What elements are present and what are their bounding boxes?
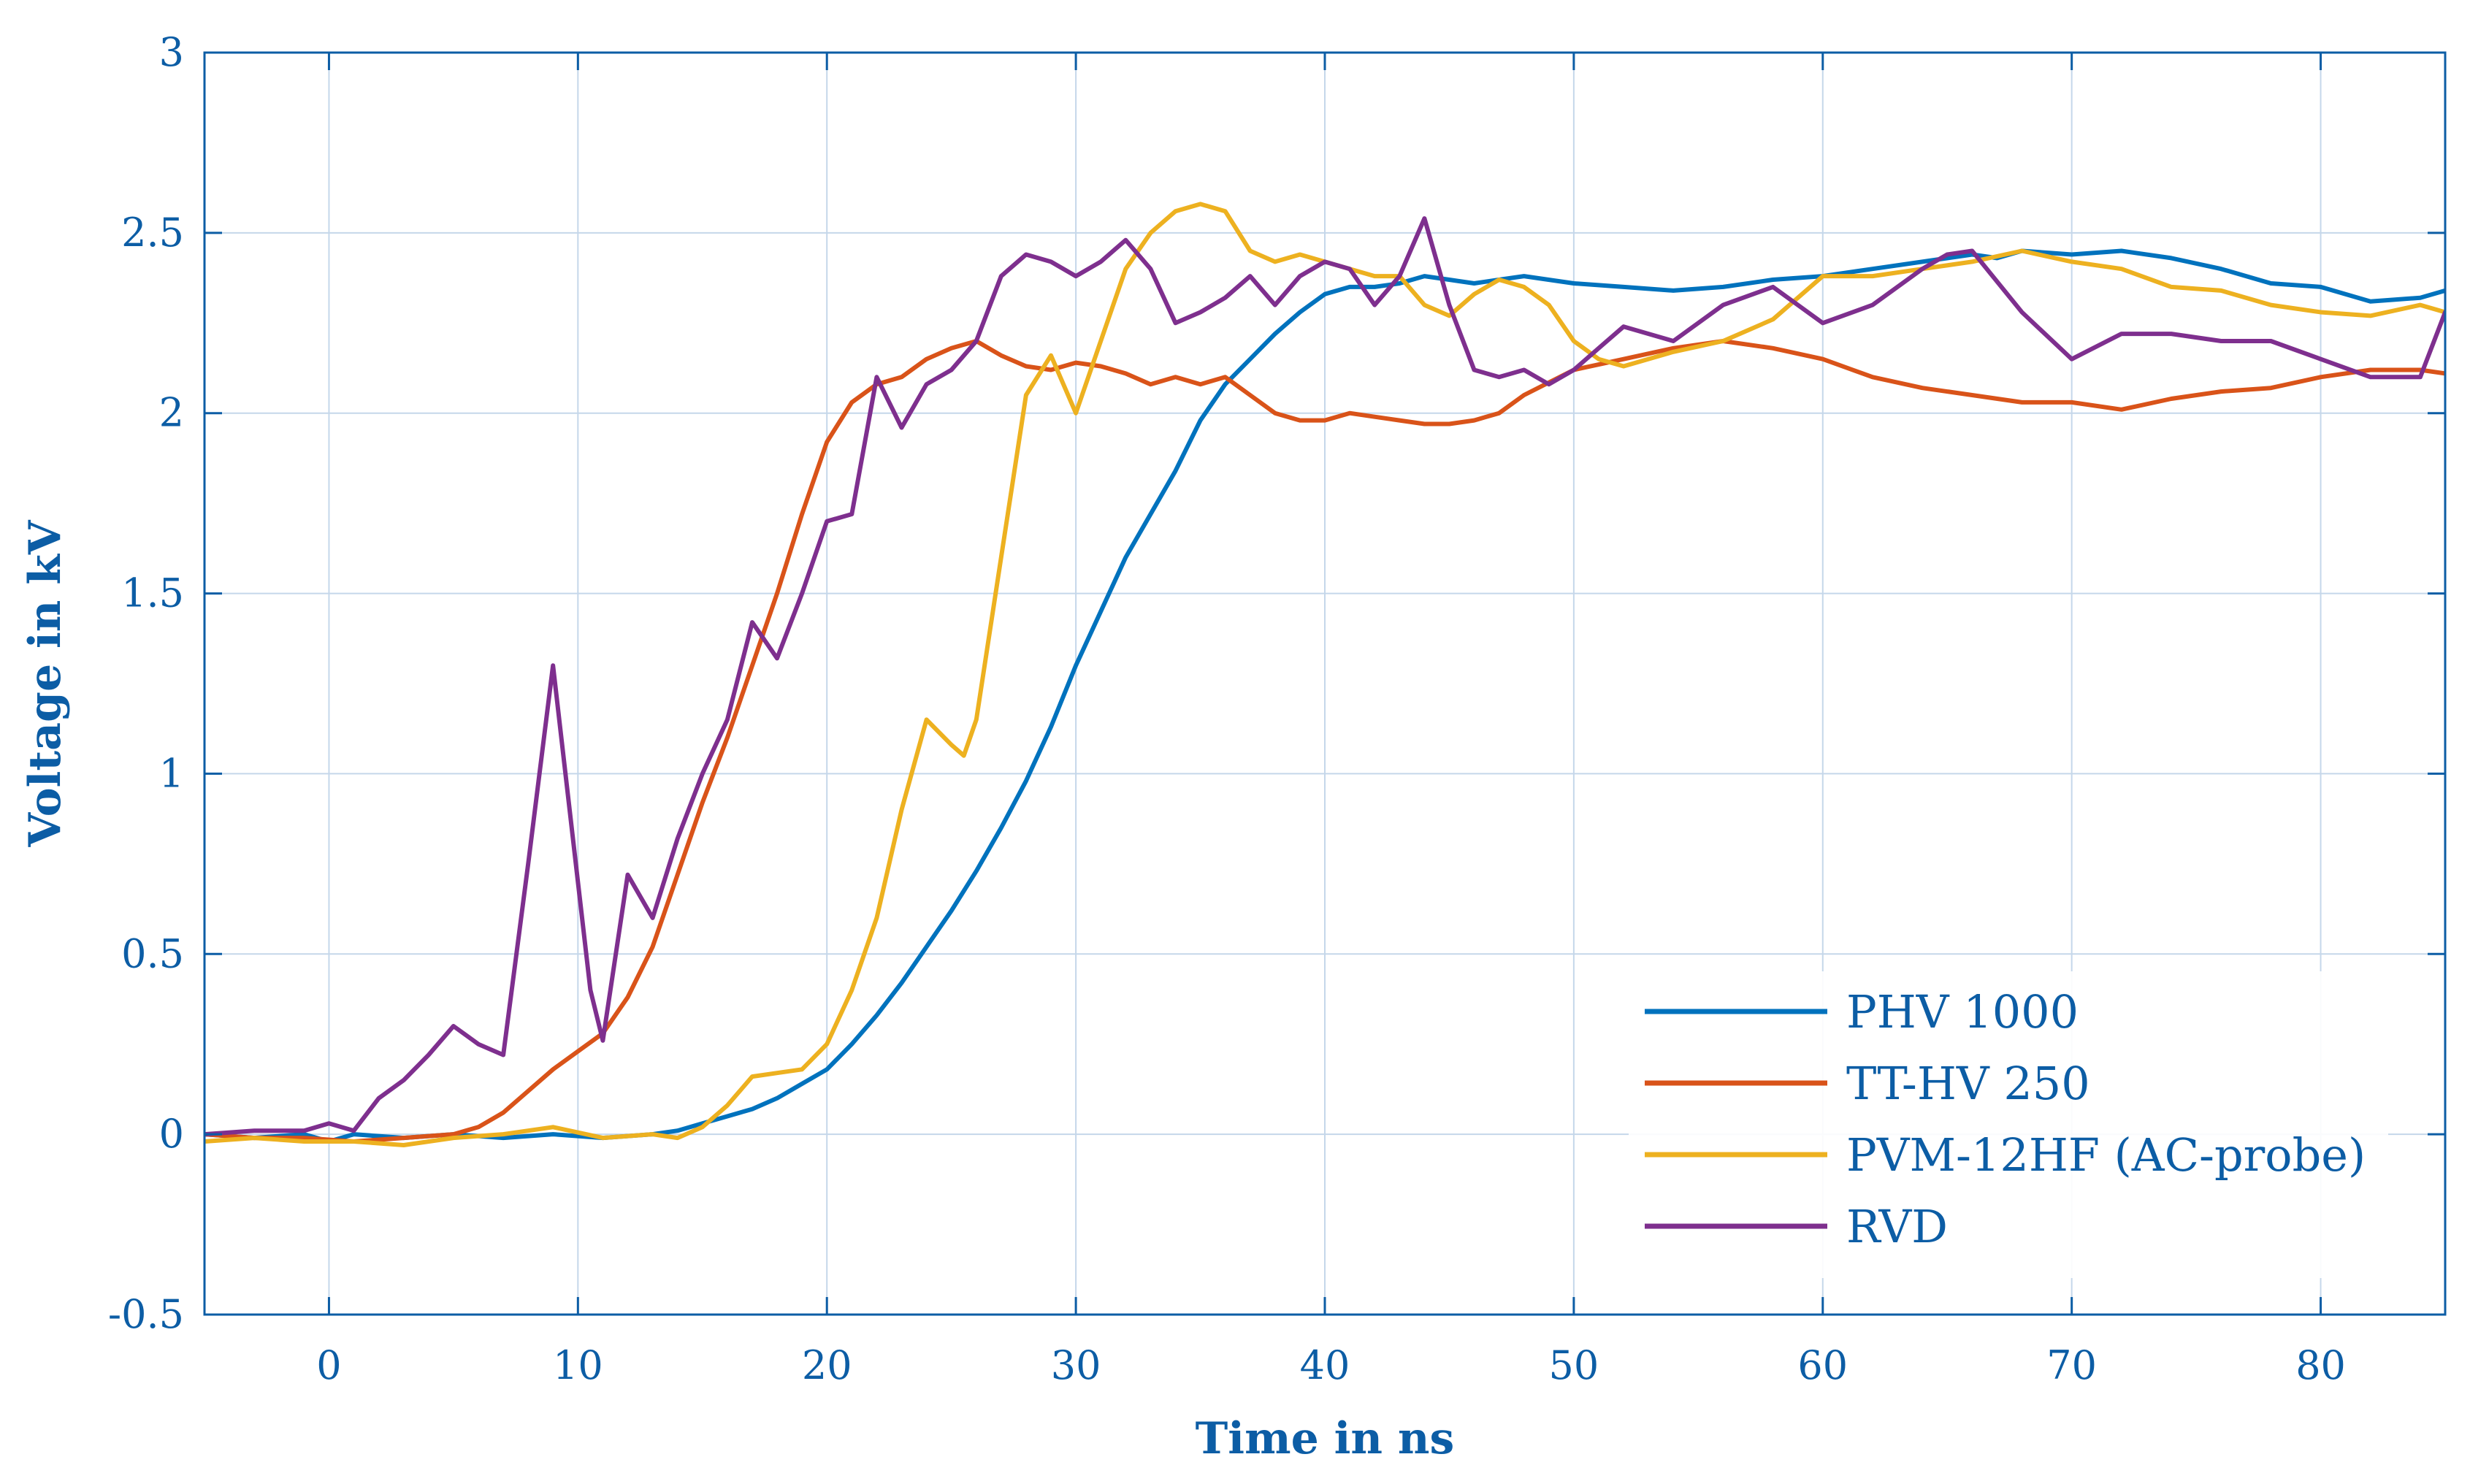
y-tick-label: 2 <box>159 390 184 436</box>
y-tick-label: -0.5 <box>108 1291 184 1337</box>
series-lines <box>204 202 2445 1147</box>
y-axis-title: Voltage in kV <box>20 519 71 847</box>
x-tick-label: 30 <box>1051 1342 1101 1388</box>
y-tick-label: 0 <box>159 1111 184 1157</box>
legend-label-phv-1000: PHV 1000 <box>1846 985 2079 1039</box>
y-tick-label: 1 <box>159 750 184 796</box>
x-tick-label: 70 <box>2046 1342 2097 1388</box>
y-axis-tick-labels: -0.5 0 0.5 1 1.5 2 2.5 3 <box>108 29 184 1337</box>
x-tick-label: 60 <box>1797 1342 1848 1388</box>
legend: PHV 1000 TT-HV 250 PVM-12HF (AC-probe) RVD <box>1629 971 2388 1278</box>
legend-label-rvd: RVD <box>1846 1200 1948 1253</box>
x-axis-title: Time in ns <box>1196 1413 1455 1464</box>
x-tick-label: 80 <box>2295 1342 2346 1388</box>
axis-ticks <box>204 51 2445 1316</box>
y-tick-label: 3 <box>159 29 184 75</box>
legend-label-tt-hv-250: TT-HV 250 <box>1846 1057 2090 1110</box>
x-tick-label: 0 <box>316 1342 341 1388</box>
y-tick-label: 1.5 <box>121 570 184 616</box>
x-tick-label: 40 <box>1300 1342 1350 1388</box>
x-tick-label: 10 <box>553 1342 603 1388</box>
y-tick-label: 2.5 <box>121 210 184 256</box>
x-tick-label: 20 <box>802 1342 852 1388</box>
x-axis-tick-labels: 0 10 20 30 40 50 60 70 80 <box>316 1342 2346 1388</box>
y-tick-label: 0.5 <box>121 930 184 976</box>
legend-label-pvm-12hf-ac-probe: PVM-12HF (AC-probe) <box>1846 1128 2366 1182</box>
series-line-rvd <box>204 216 2445 1137</box>
x-tick-label: 50 <box>1549 1342 1599 1388</box>
